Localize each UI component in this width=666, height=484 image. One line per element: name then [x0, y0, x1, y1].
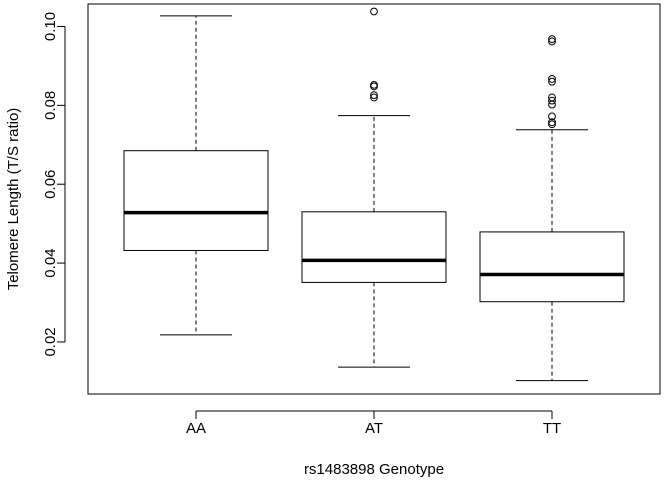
- outlier-point: [370, 93, 378, 102]
- plot-frame: [87, 3, 661, 395]
- outlier-point: [370, 82, 378, 91]
- box-group-at: [301, 7, 447, 368]
- iqr-box: [301, 211, 447, 283]
- box-group-aa: [123, 15, 269, 336]
- outlier-point: [548, 112, 556, 121]
- x-tick-label: AT: [365, 420, 383, 437]
- y-tick-label: 0.06: [42, 170, 59, 199]
- box-group-tt: [479, 35, 625, 382]
- outlier-point: [370, 80, 378, 89]
- x-axis-title: rs1483898 Genotype: [304, 461, 444, 478]
- x-axis: AA AT TT: [186, 410, 561, 437]
- outlier-point: [548, 120, 556, 129]
- outlier-point: [370, 91, 378, 99]
- y-axis: 0.02 0.04 0.06 0.08 0.10: [42, 12, 66, 357]
- outlier-point: [548, 100, 556, 109]
- outlier-point: [548, 35, 556, 43]
- outlier-point: [548, 77, 556, 86]
- outlier-point: [548, 37, 556, 46]
- outlier-point: [370, 7, 378, 16]
- y-axis-title: Telomere Length (T/S ratio): [5, 108, 22, 291]
- x-tick-label: TT: [543, 420, 561, 437]
- y-tick-label: 0.10: [42, 12, 59, 41]
- iqr-box: [123, 150, 269, 251]
- outlier-point: [548, 118, 556, 127]
- boxes-layer: [123, 7, 625, 382]
- y-tick-label: 0.08: [42, 91, 59, 120]
- outlier-point: [548, 96, 556, 105]
- x-tick-label: AA: [186, 420, 206, 437]
- iqr-box: [479, 231, 625, 303]
- y-tick-label: 0.04: [42, 248, 59, 277]
- outlier-point: [548, 75, 556, 83]
- y-tick-label: 0.02: [42, 327, 59, 356]
